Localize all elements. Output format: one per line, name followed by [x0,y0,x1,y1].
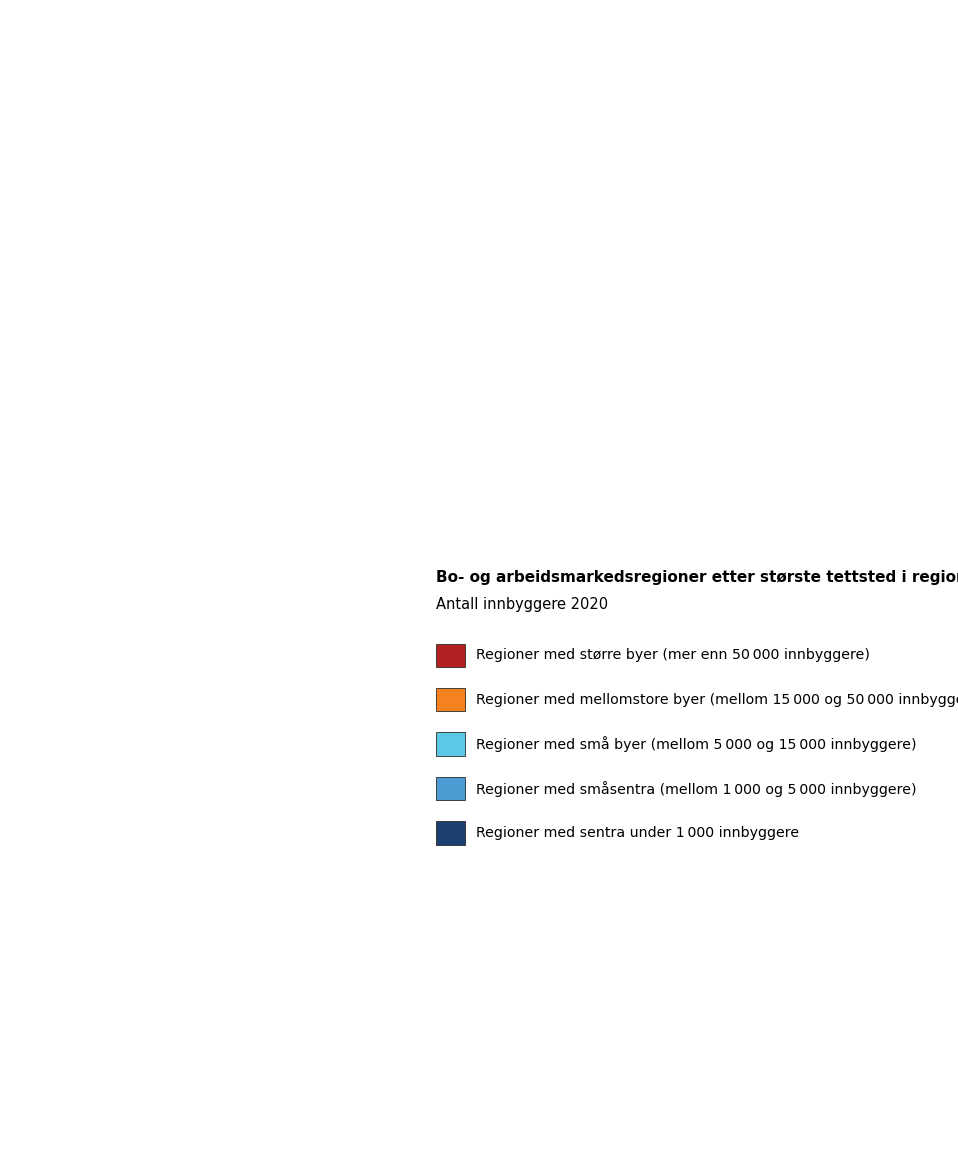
Text: Regioner med større byer (mer enn 50 000 innbyggere): Regioner med større byer (mer enn 50 000… [476,648,870,662]
Text: Antall innbyggere 2020: Antall innbyggere 2020 [436,597,608,612]
Text: Bo- og arbeidsmarkedsregioner etter største tettsted i regionen: Bo- og arbeidsmarkedsregioner etter stør… [436,570,958,585]
Text: Regioner med småsentra (mellom 1 000 og 5 000 innbyggere): Regioner med småsentra (mellom 1 000 og … [476,780,917,797]
Text: Regioner med mellomstore byer (mellom 15 000 og 50 000 innbyggere): Regioner med mellomstore byer (mellom 15… [476,693,958,707]
Text: Regioner med sentra under 1 000 innbyggere: Regioner med sentra under 1 000 innbygge… [476,826,799,840]
Text: Regioner med små byer (mellom 5 000 og 15 000 innbyggere): Regioner med små byer (mellom 5 000 og 1… [476,736,917,752]
